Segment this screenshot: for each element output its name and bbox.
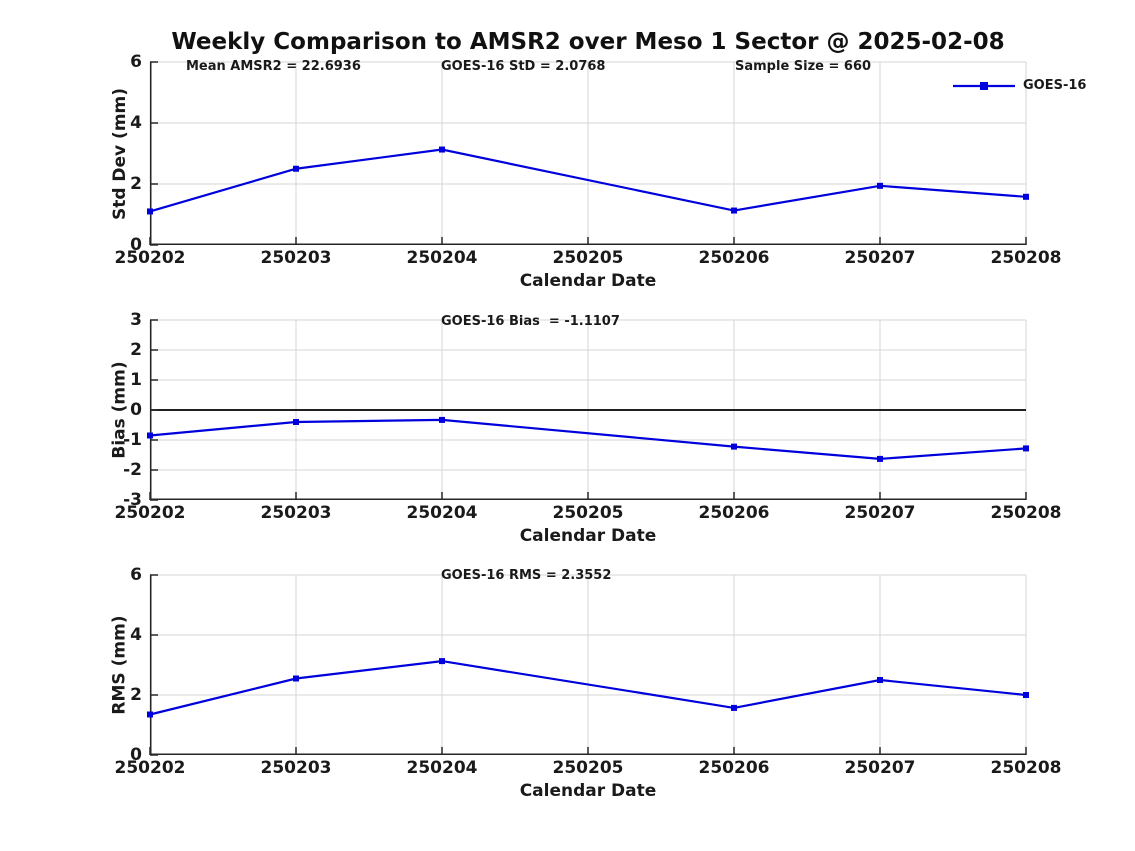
legend: GOES-16 (953, 79, 1086, 93)
x-tick-label: 250203 (260, 503, 332, 523)
x-tick-label: 250206 (698, 758, 770, 778)
y-tick-label: 2 (130, 340, 142, 360)
x-tick-label: 250208 (990, 503, 1062, 523)
bias-plot (147, 319, 1029, 501)
y-tick-label: 6 (130, 565, 142, 585)
rms-plot (147, 574, 1029, 756)
std-dev-panel: Std Dev (mm) Mean AMSR2 = 22.6936 GOES-1… (110, 53, 1086, 291)
x-tick-label: 250204 (406, 503, 478, 523)
x-axis-label: Calendar Date (519, 526, 657, 546)
annotation-goes16-bias: GOES-16 Bias = -1.1107 (441, 314, 620, 329)
data-point-marker (1023, 193, 1029, 200)
data-point-marker (731, 443, 737, 450)
x-tick-label: 250206 (698, 248, 770, 268)
y-tick-label: 6 (130, 52, 142, 72)
annotation-goes16-std: GOES-16 StD = 2.0768 (441, 59, 606, 74)
legend-label: GOES-16 (1023, 78, 1087, 93)
x-tick-label: 250206 (698, 503, 770, 523)
y-tick-label: 0 (130, 400, 142, 420)
data-point-marker (147, 208, 153, 215)
data-point-marker (731, 704, 737, 711)
x-tick-label: 250205 (552, 758, 624, 778)
data-point-marker (293, 675, 299, 682)
x-tick-label: 250208 (990, 758, 1062, 778)
x-tick-label: 250202 (114, 503, 186, 523)
page-title: Weekly Comparison to AMSR2 over Meso 1 S… (171, 29, 1005, 55)
x-tick-label: 250207 (844, 503, 916, 523)
x-tick-label: 250203 (260, 758, 332, 778)
data-point-marker (1023, 445, 1029, 452)
x-axis-label: Calendar Date (519, 271, 657, 291)
y-tick-label: -1 (123, 430, 142, 450)
y-tick-label: 0 (130, 745, 142, 765)
data-point-marker (439, 146, 445, 153)
y-tick-label: -3 (123, 490, 142, 510)
x-tick-label: 250202 (114, 248, 186, 268)
rms-y-axis-label-col: RMS (mm) (108, 575, 132, 755)
annotation-sample-size: Sample Size = 660 (735, 59, 872, 74)
bias-panel: Bias (mm) GOES-16 Bias = -1.1107 250202 2… (110, 311, 1061, 546)
y-tick-label: 4 (130, 625, 142, 645)
y-axis-label: Std Dev (mm) (110, 87, 131, 220)
y-tick-label: 4 (130, 113, 142, 133)
y-tick-label: 2 (130, 174, 142, 194)
data-point-marker (293, 419, 299, 425)
x-tick-label: 250207 (844, 248, 916, 268)
data-point-marker (877, 182, 883, 189)
data-point-marker (439, 416, 445, 423)
data-point-marker (877, 677, 883, 683)
legend-line-sample (953, 82, 1015, 90)
y-tick-label: 3 (130, 310, 142, 330)
std-dev-plot (147, 61, 1029, 246)
y-tick-label: 2 (130, 685, 142, 705)
y-tick-label: -2 (123, 460, 142, 480)
data-point-marker (731, 207, 737, 214)
annotation-goes16-rms: GOES-16 RMS = 2.3552 (441, 568, 612, 583)
x-tick-label: 250202 (114, 758, 186, 778)
data-point-marker (293, 165, 299, 172)
data-point-marker (147, 711, 153, 718)
x-axis-label: Calendar Date (519, 781, 657, 801)
data-point-marker (147, 432, 153, 439)
y-tick-label: 0 (130, 235, 142, 255)
std-dev-y-axis-label-col: Std Dev (mm) (108, 62, 132, 245)
x-tick-label: 250204 (406, 248, 478, 268)
x-tick-label: 250204 (406, 758, 478, 778)
rms-panel: RMS (mm) GOES-16 RMS = 2.3552 250202 2502… (110, 566, 1061, 801)
x-tick-label: 250207 (844, 758, 916, 778)
annotation-mean-amsr2: Mean AMSR2 = 22.6936 (186, 59, 361, 74)
data-point-marker (439, 658, 445, 665)
x-tick-label: 250205 (552, 248, 624, 268)
x-tick-label: 250208 (990, 248, 1062, 268)
data-point-marker (877, 455, 883, 462)
x-tick-label: 250205 (552, 503, 624, 523)
x-tick-label: 250203 (260, 248, 332, 268)
y-tick-label: 1 (130, 370, 142, 390)
data-point-marker (1023, 692, 1029, 698)
